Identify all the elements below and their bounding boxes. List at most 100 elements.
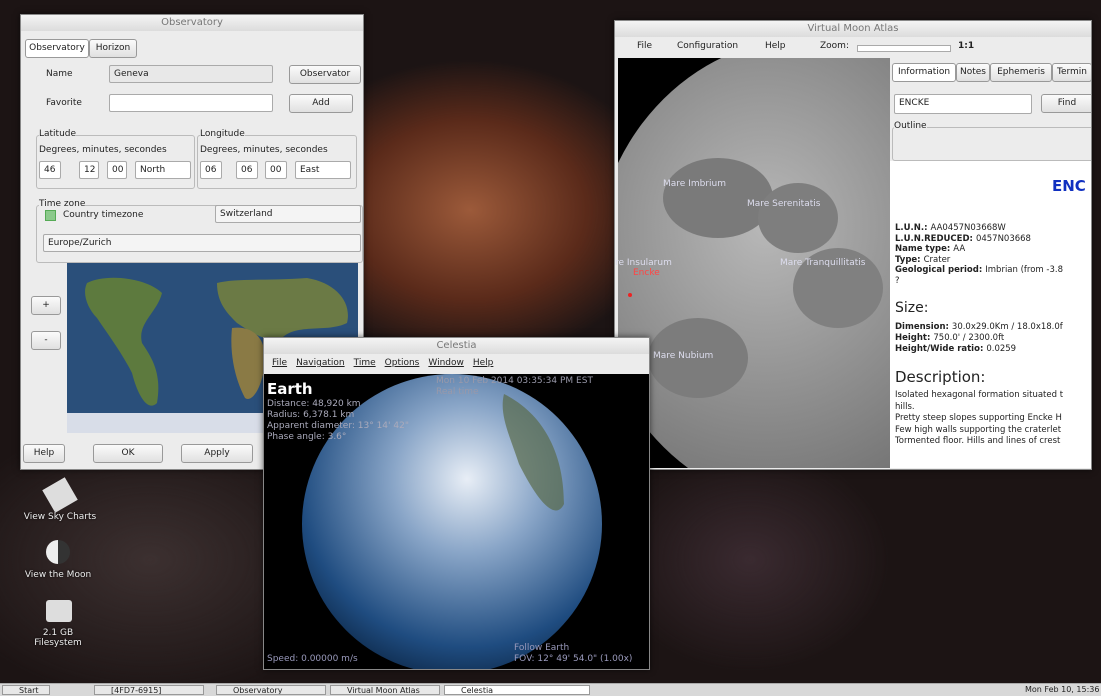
info-label: Dimension: <box>895 322 949 332</box>
seconds[interactable]: 00 <box>265 161 287 179</box>
detail-line: Apparent diameter: 13° 14' 42" <box>267 421 409 431</box>
menu-item[interactable]: Help <box>765 41 786 51</box>
icon-label[interactable]: 2.1 GB Filesystem <box>18 628 98 648</box>
zoom-out-button[interactable]: - <box>31 331 61 350</box>
menu-item[interactable]: Configuration <box>677 41 738 51</box>
group-title: Longitude <box>200 129 245 139</box>
detail-line: Distance: 48,920 km <box>267 399 361 409</box>
zone-select[interactable]: Europe/Zurich <box>43 234 361 252</box>
help-button[interactable]: Help <box>23 444 65 463</box>
info-label: Height/Wide ratio: <box>895 344 983 354</box>
info-label: Height: <box>895 333 930 343</box>
zoom-in-button[interactable]: + <box>31 296 61 315</box>
minutes[interactable]: 12 <box>79 161 99 179</box>
task-button[interactable]: Virtual Moon Atlas <box>330 685 440 695</box>
zoom-slider[interactable] <box>857 45 951 52</box>
hemisphere[interactable]: East <box>295 161 351 179</box>
menu-item[interactable]: Time <box>354 358 376 368</box>
group-title: Outline <box>894 121 927 131</box>
button[interactable]: Add <box>289 94 353 113</box>
info-value: Crater <box>924 255 951 265</box>
task-button[interactable]: Celestia <box>444 685 590 695</box>
object-name: Earth <box>267 380 313 398</box>
button[interactable]: Observator <box>289 65 361 84</box>
info-row: Height:750.0' / 2300.0ft <box>895 333 1004 343</box>
info-label: Name type: <box>895 244 950 254</box>
favorite-select[interactable] <box>109 94 273 112</box>
tab[interactable]: Information <box>892 63 956 82</box>
caption: Degrees, minutes, secondes <box>39 145 167 155</box>
page: {"observatory_window":{"title":"Observat… <box>0 0 1101 695</box>
fov: FOV: 12° 49' 54.0" (1.00x) <box>514 654 632 664</box>
menu-bar: File Navigation Time Options Window Help <box>272 358 502 368</box>
description-line: Few high walls supporting the craterlet <box>895 425 1061 435</box>
info-row: L.U.N.:AA0457N03668W <box>895 223 1006 233</box>
minutes[interactable]: 06 <box>236 161 258 179</box>
menu-item[interactable]: File <box>637 41 652 51</box>
task-button[interactable]: Observatory <box>216 685 326 695</box>
menu-item[interactable]: Help <box>473 358 494 368</box>
tab[interactable]: Horizon <box>89 39 137 58</box>
info-label: L.U.N.: <box>895 223 928 233</box>
info-value: 0.0259 <box>986 344 1016 354</box>
tab[interactable]: Observatory <box>25 39 89 58</box>
follow: Follow Earth <box>514 643 569 653</box>
heading: Description: <box>895 368 985 386</box>
info-row: Type:Crater <box>895 255 950 265</box>
map-label: Mare Nubium <box>653 351 713 361</box>
menu-item[interactable]: File <box>272 358 287 368</box>
hemisphere[interactable]: North <box>135 161 191 179</box>
icon[interactable] <box>46 600 72 622</box>
degrees[interactable]: 06 <box>200 161 222 179</box>
info-value: Imbrian (from -3.8 <box>985 265 1063 275</box>
info-row: Height/Wide ratio:0.0259 <box>895 344 1016 354</box>
degrees[interactable]: 46 <box>39 161 61 179</box>
find-button[interactable]: Find <box>1041 94 1091 113</box>
label: Favorite <box>46 98 82 108</box>
outline-group <box>892 127 1091 161</box>
apply-button[interactable]: Apply <box>181 444 253 463</box>
taskbar: Start [4FD7-6915] Observatory Virtual Mo… <box>0 683 1101 696</box>
icon-label[interactable]: View the Moon <box>18 570 98 580</box>
info-value: AA <box>953 244 965 254</box>
task-button[interactable]: [4FD7-6915] <box>94 685 204 695</box>
tab[interactable]: Ephemeris <box>990 63 1052 82</box>
seconds[interactable]: 00 <box>107 161 127 179</box>
description-line: Isolated hexagonal formation situated t <box>895 390 1063 400</box>
menu-item[interactable]: Options <box>385 358 420 368</box>
icon-label[interactable]: View Sky Charts <box>20 512 100 522</box>
start-button[interactable]: Start <box>2 685 50 695</box>
menu-item[interactable]: Navigation <box>296 358 345 368</box>
description-line: hills. <box>895 402 915 412</box>
title-bar: Celestia <box>264 338 649 354</box>
info-label: Geological period: <box>895 265 982 275</box>
icon[interactable] <box>46 540 70 564</box>
map-label: Mare Imbrium <box>663 179 726 189</box>
moon-atlas-window: Virtual Moon Atlas File Configuration He… <box>614 20 1092 470</box>
tab[interactable]: Notes <box>956 63 990 82</box>
heading: Size: <box>895 300 928 316</box>
tab[interactable]: Termin <box>1052 63 1091 82</box>
speed: Speed: 0.00000 m/s <box>267 654 358 664</box>
zoom-label: Zoom: <box>820 41 849 51</box>
search-select[interactable]: ENCKE <box>894 94 1032 114</box>
info-value: 30.0x29.0Km / 18.0x18.0f <box>952 322 1063 332</box>
heading: ENC <box>1052 177 1086 195</box>
icon[interactable] <box>42 477 78 513</box>
label: Name <box>46 69 73 79</box>
checkbox[interactable] <box>45 210 56 221</box>
map-label: re Insularum <box>615 258 672 268</box>
description-line: Tormented floor. Hills and lines of cres… <box>895 436 1060 446</box>
name-input[interactable]: Geneva <box>109 65 273 83</box>
ok-button[interactable]: OK <box>93 444 163 463</box>
description-line: Pretty steep slopes supporting Encke H <box>895 413 1062 423</box>
menu-item[interactable]: Window <box>428 358 464 368</box>
desktop: Observatory Observatory Horizon Name Gen… <box>0 0 1101 695</box>
info-row: L.U.N.REDUCED:0457N03668 <box>895 234 1031 244</box>
country-select[interactable]: Switzerland <box>215 205 361 223</box>
group-title: Latitude <box>39 129 76 139</box>
info-panel: Information Notes Ephemeris Termin ENCKE… <box>890 58 1091 468</box>
title-bar: Virtual Moon Atlas <box>615 21 1091 37</box>
info-row: Geological period:Imbrian (from -3.8 <box>895 265 1063 275</box>
